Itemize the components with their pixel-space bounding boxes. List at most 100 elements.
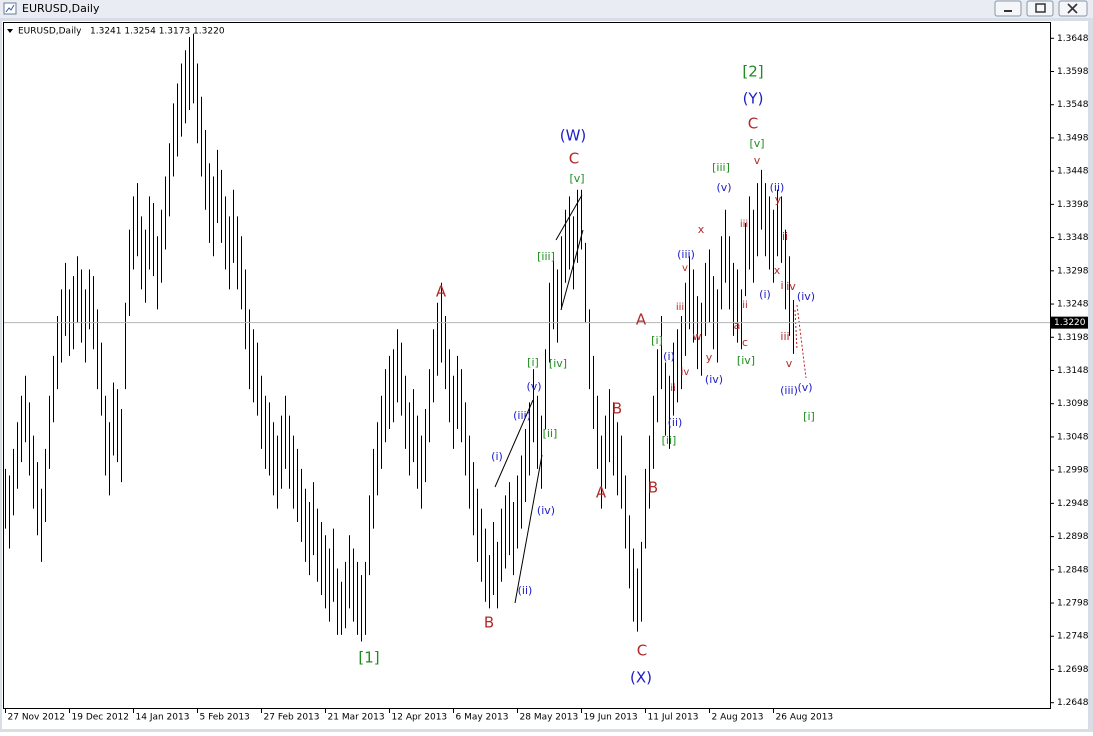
wave-label: (iii) (677, 248, 695, 261)
y-tick-label: 1.3348 (1057, 233, 1089, 243)
window-title: EURUSD,Daily (22, 2, 100, 15)
x-tick-label: 14 Jan 2013 (136, 713, 190, 723)
wave-label: y (706, 351, 713, 364)
x-tick-label: 12 Apr 2013 (392, 713, 448, 723)
wave-label: [i] (803, 410, 815, 423)
y-tick-label: 1.3248 (1057, 300, 1089, 310)
x-tick-label: 5 Feb 2013 (200, 713, 250, 723)
wave-label: iv (786, 280, 796, 293)
x-tick-label: 27 Nov 2012 (8, 713, 66, 723)
wave-label: A (436, 283, 447, 301)
wave-label: [iii] (712, 161, 730, 174)
y-tick-label: 1.2648 (1057, 698, 1089, 708)
wave-label: [i] (527, 356, 539, 369)
window-buttons[interactable] (994, 0, 1088, 17)
wave-label: v (786, 357, 793, 370)
wave-label: (iv) (537, 504, 555, 517)
wave-label: ii (782, 230, 788, 243)
price-tag-label: 1.3220 (1054, 318, 1086, 328)
wave-label: (i) (491, 450, 503, 463)
wave-label: ii (670, 383, 676, 394)
x-tick-label: 11 Jul 2013 (648, 713, 699, 723)
wave-label: C (637, 642, 647, 660)
y-tick-label: 1.2998 (1057, 466, 1089, 476)
x-tick-label: 19 Dec 2012 (72, 713, 130, 723)
restore-icon (1035, 3, 1046, 13)
wave-label: i (780, 279, 783, 292)
y-tick-label: 1.2698 (1057, 665, 1089, 675)
wave-label: [2] (742, 63, 763, 81)
y-tick-label: 1.3298 (1057, 266, 1089, 276)
trend-line (555, 194, 583, 241)
minimize-button[interactable] (994, 0, 1022, 17)
wave-label: (v) (526, 380, 541, 393)
wave-label: C (748, 115, 758, 133)
wave-label: (iii) (513, 409, 531, 422)
x-tick-label: 2 Aug 2013 (712, 713, 764, 723)
wave-label: x (698, 223, 705, 236)
wave-label: A (596, 484, 607, 502)
y-tick-label: 1.2898 (1057, 532, 1089, 542)
y-tick-label: 1.3548 (1057, 100, 1089, 110)
y-tick-label: 1.2948 (1057, 499, 1089, 509)
wave-label: (i) (759, 288, 771, 301)
wave-label: (X) (630, 669, 652, 687)
y-tick-label: 1.2848 (1057, 565, 1089, 575)
bars (5, 33, 794, 642)
x-tick-label: 21 Mar 2013 (328, 713, 385, 723)
wave-label: y (775, 193, 782, 206)
wave-label: ii (742, 300, 748, 311)
wave-label: (ii) (770, 181, 785, 194)
x-tick-label: 27 Feb 2013 (264, 713, 320, 723)
wave-label: c (742, 336, 748, 349)
y-tick-label: 1.2798 (1057, 599, 1089, 609)
wave-label: iii (676, 302, 684, 313)
y-tick-label: 1.3648 (1057, 34, 1089, 44)
y-tick-label: 1.3498 (1057, 133, 1089, 143)
title-bar (0, 0, 1093, 18)
trend-line (514, 454, 543, 604)
wave-label: x (774, 264, 781, 277)
y-tick-label: 1.3098 (1057, 399, 1089, 409)
projection-line (794, 309, 798, 351)
wave-label: C (569, 150, 579, 168)
last-quote: 1.3241 1.3254 1.3173 1.3220 (90, 27, 225, 37)
restore-button[interactable] (1026, 0, 1054, 17)
wave-label: [ii] (662, 434, 677, 447)
wave-label: A (636, 311, 647, 329)
wave-label: iii (780, 330, 789, 343)
plot-border (3, 22, 1051, 709)
x-tick-label: 19 Jun 2013 (584, 713, 638, 723)
y-tick-label: 1.3448 (1057, 167, 1089, 177)
wave-label: iv (681, 367, 690, 378)
wave-label: w (693, 330, 702, 343)
close-icon (1067, 3, 1078, 14)
symbol-marker (7, 29, 13, 33)
wave-label: B (612, 400, 622, 418)
wave-label: (iii) (780, 384, 798, 397)
wave-label: a (734, 319, 741, 332)
y-tick-label: 1.3148 (1057, 366, 1089, 376)
chart-title: EURUSD,Daily (18, 27, 82, 37)
wave-label: [v] (569, 172, 584, 185)
wave-label: (v) (716, 181, 731, 194)
wave-label: (ii) (668, 416, 683, 429)
wave-label: (W) (560, 127, 587, 145)
wave-label: (ii) (518, 584, 533, 597)
y-tick-label: 1.2748 (1057, 632, 1089, 642)
wave-label: (v) (797, 381, 812, 394)
y-tick-label: 1.3198 (1057, 333, 1089, 343)
wave-label: [ii] (543, 427, 558, 440)
wave-label: [iii] (537, 250, 555, 263)
y-tick-label: 1.3048 (1057, 432, 1089, 442)
projection-line (796, 304, 807, 379)
wave-label: (iv) (705, 373, 723, 386)
x-tick-label: 26 Aug 2013 (776, 713, 834, 723)
trend-line (494, 399, 534, 488)
y-tick-label: 1.3398 (1057, 200, 1089, 210)
wave-label: iii (740, 219, 748, 230)
y-tick-label: 1.3598 (1057, 67, 1089, 77)
wave-label: v (682, 263, 688, 274)
